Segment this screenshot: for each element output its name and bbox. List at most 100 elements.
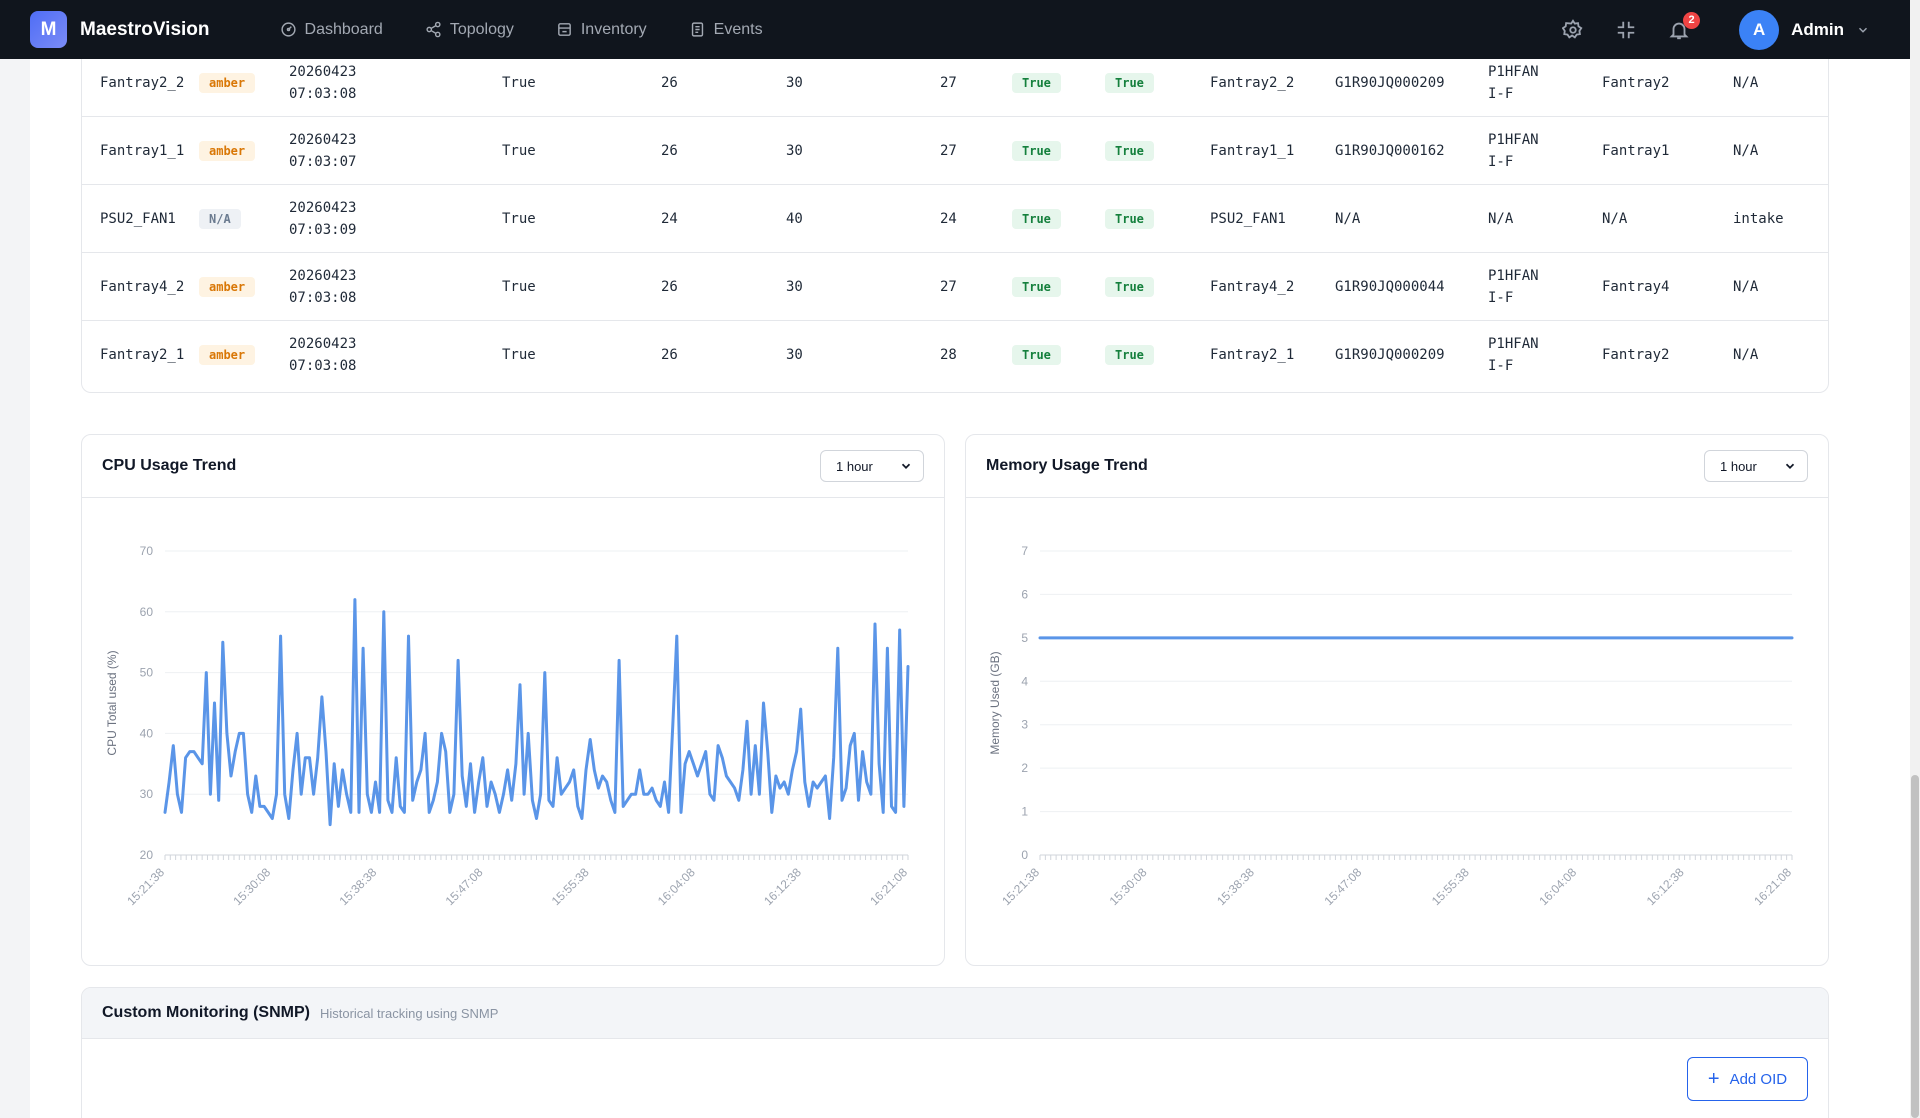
page-scrollbar[interactable] — [1910, 0, 1920, 1118]
serial-number: G1R90JQ000162 — [1335, 142, 1445, 159]
fantray: N/A — [1602, 210, 1628, 227]
serial-number-cell: G1R90JQ000162 — [1335, 117, 1445, 184]
series-line — [163, 598, 910, 827]
timestamp-cell: 20260423 07:03:08 — [289, 253, 356, 320]
serial-number: G1R90JQ000209 — [1335, 347, 1445, 363]
nav-inventory-label: Inventory — [580, 20, 647, 38]
user-menu[interactable]: A Admin — [1739, 9, 1870, 50]
collapse-button[interactable] — [1611, 15, 1641, 45]
serial-number-cell: G1R90JQ000209 — [1335, 49, 1445, 116]
y-tick-label: 3 — [1021, 718, 1028, 732]
memory-chart-title: Memory Usage Trend — [986, 457, 1148, 474]
nav-dashboard[interactable]: Dashboard — [280, 21, 383, 39]
brand[interactable]: M MaestroVision — [30, 11, 210, 48]
part-number-cell: N/A — [1488, 185, 1513, 252]
memory-chart-header: Memory Usage Trend 1 hour — [966, 435, 1828, 498]
settings-button[interactable] — [1558, 15, 1588, 45]
part-number-cell: P1HFAN I-F — [1488, 49, 1539, 116]
x-tick-label: 15:47:08 — [1321, 865, 1364, 908]
cpu-range-select[interactable]: 1 hour — [820, 450, 924, 482]
led-badge: amber — [199, 345, 256, 365]
status-badge: True — [1012, 276, 1061, 297]
fantray: Fantray1 — [1602, 142, 1670, 159]
y-axis-label: CPU Total used (%) — [105, 650, 119, 755]
fantray: Fantray2 — [1602, 347, 1670, 363]
led-badge-cell: amber — [199, 117, 256, 184]
memory-chart-card: Memory Usage Trend 1 hour 0 1 2 3 4 5 6 7 15:21:… — [965, 434, 1829, 966]
scroll-thumb[interactable] — [1911, 775, 1919, 1118]
nav-events[interactable]: Events — [689, 21, 763, 39]
memory-chart: 0 1 2 3 4 5 6 7 15:21:38 15:30:08 15:38:38 15:47:08… — [988, 544, 1794, 908]
timestamp: 07:03:09 — [289, 221, 357, 238]
status-badge-cell: True — [1105, 185, 1154, 252]
brand-name: MaestroVision — [80, 18, 210, 40]
led-badge: amber — [199, 140, 256, 161]
x-tick-label: 16:21:08 — [867, 865, 910, 908]
status-badge-cell: True — [1105, 321, 1154, 389]
value-1-cell: 26 — [661, 253, 678, 320]
value-2-cell: 30 — [786, 253, 803, 320]
status-badge-cell: True — [1012, 253, 1061, 320]
led-badge-cell: amber — [199, 49, 256, 116]
chevron-down-icon — [1785, 463, 1795, 469]
value-1-cell: 26 — [661, 49, 678, 116]
value-2: 30 — [786, 278, 803, 295]
model-cell: PSU2_FAN1 — [1210, 185, 1286, 252]
fantray: Fantray4 — [1602, 278, 1670, 295]
value-1: 26 — [661, 74, 678, 91]
part-number: I-F — [1488, 153, 1514, 170]
cpu-chart-card: CPU Usage Trend 1 hour 20 30 40 50 60 70 15:21… — [81, 434, 945, 966]
notification-badge: 2 — [1683, 11, 1701, 29]
brand-logo: M — [30, 11, 67, 48]
avatar: A — [1739, 9, 1780, 50]
part-number-cell: P1HFAN I-F — [1488, 321, 1539, 389]
value-3: 27 — [940, 74, 957, 91]
add-oid-button[interactable]: + Add OID — [1687, 1057, 1808, 1101]
memory-range-select[interactable]: 1 hour — [1704, 450, 1808, 482]
value-1-cell: 24 — [661, 185, 678, 252]
y-tick-label: 40 — [140, 726, 154, 740]
value-3: 27 — [940, 142, 957, 159]
chevron-down-icon — [1858, 27, 1868, 33]
x-tick-label: 15:55:38 — [1429, 865, 1472, 908]
fan-name-cell: Fantray2_1 — [100, 321, 184, 389]
table-row: PSU2_FAN1 N/A 20260423 07:03:09 True 24 40 24 Tr… — [82, 185, 1828, 253]
gear-icon — [1562, 18, 1583, 39]
model: Fantray1_1 — [1210, 142, 1295, 159]
y-tick-label: 6 — [1021, 587, 1028, 601]
led-badge-cell: N/A — [199, 185, 241, 252]
airflow-direction: N/A — [1733, 278, 1759, 295]
led-badge: amber — [199, 72, 256, 93]
status-badge-cell: True — [1012, 321, 1061, 389]
fan-table: Fantray2_2 amber 20260423 07:03:08 True 26 30 2… — [81, 49, 1829, 393]
x-tick-label: 16:21:08 — [1751, 865, 1794, 908]
y-axis-label: Memory Used (GB) — [988, 651, 1002, 754]
value-1: 26 — [661, 142, 678, 159]
cpu-chart: 20 30 40 50 60 70 15:21:38 15:30:08 15:38:38 15:4… — [105, 544, 910, 908]
fantray: Fantray2 — [1602, 74, 1670, 91]
notifications-button[interactable]: 2 — [1664, 11, 1701, 45]
value-3: 27 — [940, 278, 957, 295]
timestamp: 20260423 — [289, 199, 357, 216]
timestamp-cell: 20260423 07:03:09 — [289, 185, 356, 252]
value-1: 26 — [661, 278, 678, 295]
part-number: P1HFAN — [1488, 63, 1539, 80]
value-3: 28 — [940, 347, 957, 363]
x-tick-label: 15:30:08 — [230, 865, 273, 908]
y-tick-label: 0 — [1021, 848, 1028, 862]
status-badge: True — [1012, 208, 1061, 229]
nav-topology[interactable]: Topology — [425, 21, 514, 39]
fan-name: PSU2_FAN1 — [100, 210, 176, 227]
user-name: Admin — [1791, 19, 1844, 39]
airflow-direction: N/A — [1733, 142, 1759, 159]
timestamp: 07:03:07 — [289, 153, 357, 170]
nav-inventory[interactable]: Inventory — [556, 21, 647, 39]
add-oid-label: Add OID — [1729, 1070, 1788, 1088]
part-number: N/A — [1488, 210, 1514, 227]
status-badge: True — [1105, 345, 1154, 365]
status-badge: True — [1105, 276, 1154, 297]
value-2: 30 — [786, 347, 803, 363]
y-tick-label: 1 — [1021, 805, 1028, 819]
custom-monitoring-title: Custom Monitoring (SNMP) — [102, 1004, 310, 1021]
custom-monitoring-card: Custom Monitoring (SNMP) Historical trac… — [81, 987, 1829, 1118]
